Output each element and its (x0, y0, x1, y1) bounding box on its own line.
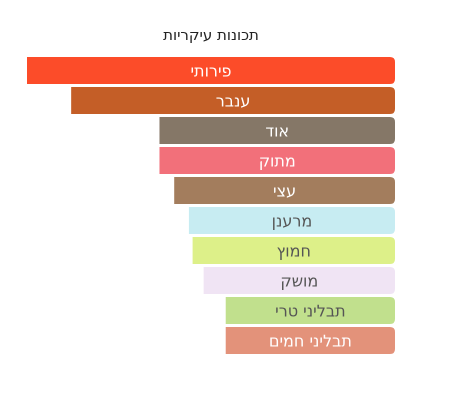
bar (192, 237, 395, 264)
bar-label: תבליני טרי (275, 302, 346, 321)
bar-group: תבליני טרי (225, 297, 395, 324)
bar-group: מתוק (159, 147, 395, 174)
bar-group: אוד (159, 117, 395, 144)
bar (225, 327, 395, 354)
bars-layer: פירותי ענבר אוד מתוק עצי מרענן חמוץ מושק תבליני … (27, 57, 395, 354)
bar-group: מושק (203, 267, 395, 294)
chart-title: תכונות עיקריות (163, 26, 259, 44)
bar (159, 117, 395, 144)
bar-label: פירותי (190, 62, 231, 81)
bar-group: תבליני חמים (225, 327, 395, 354)
bar (188, 207, 395, 234)
bar (174, 177, 395, 204)
bar-group: מרענן (188, 207, 395, 234)
bar (159, 147, 395, 174)
bar-group: ענבר (71, 87, 395, 114)
bar-label: חמוץ (277, 242, 311, 261)
bar (27, 57, 395, 84)
bar-label: אוד (265, 122, 289, 141)
bar-label: מתוק (259, 152, 296, 171)
bar-group: חמוץ (192, 237, 395, 264)
bar-group: עצי (174, 177, 395, 204)
bar-label: עצי (273, 182, 296, 201)
bar (71, 87, 395, 114)
bar-label: תבליני חמים (269, 332, 352, 351)
bar-label: ענבר (216, 92, 251, 111)
bar-label: מרענן (272, 212, 313, 231)
bar (203, 267, 395, 294)
bar-group: פירותי (27, 57, 395, 84)
bar (225, 297, 395, 324)
bar-label: מושק (280, 272, 318, 291)
